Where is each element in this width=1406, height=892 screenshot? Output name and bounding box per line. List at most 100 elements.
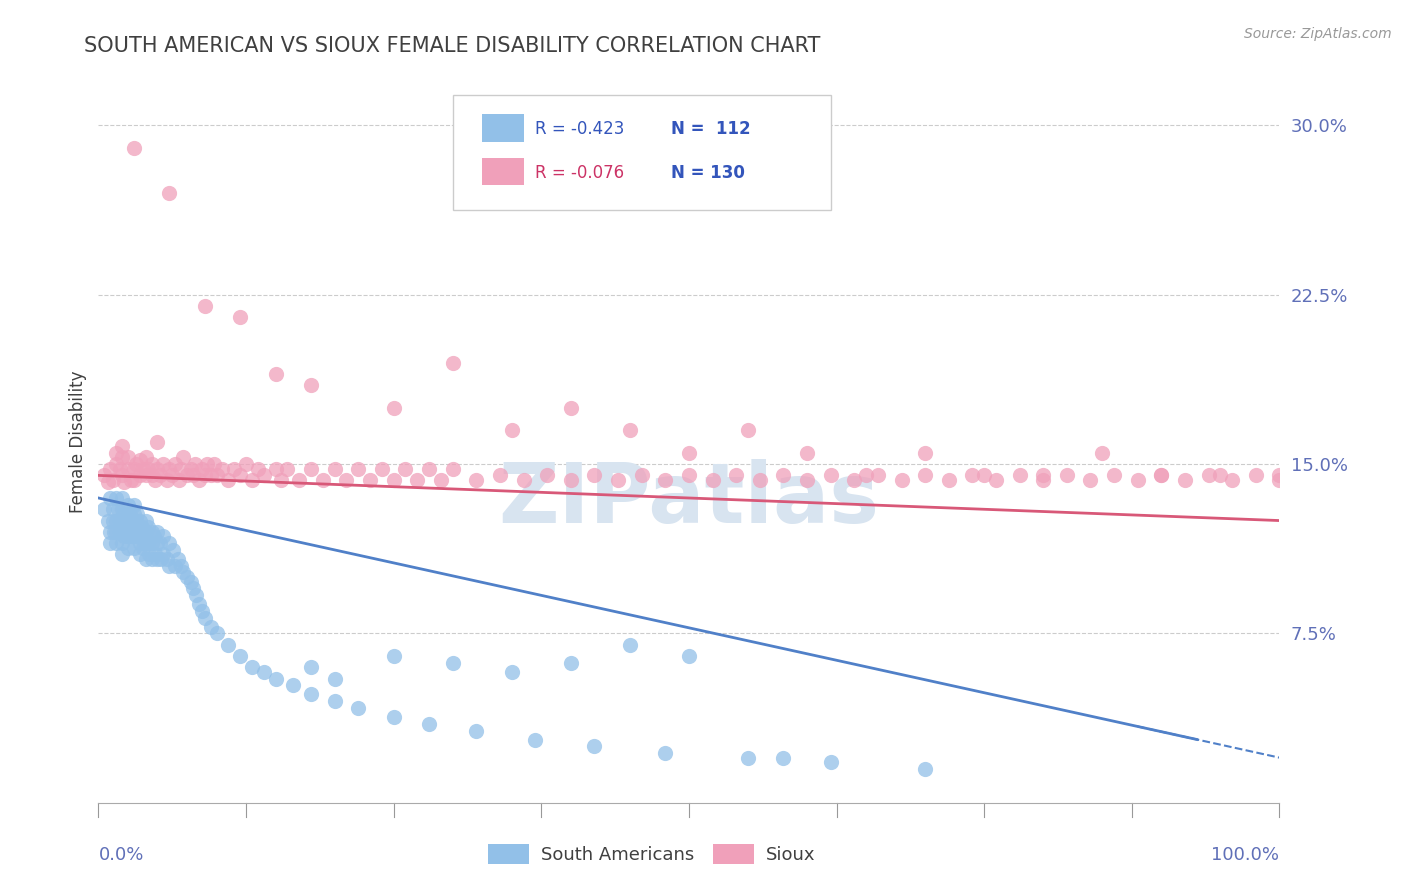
Point	[678, 446, 700, 460]
Point	[200, 620, 222, 634]
Point	[890, 473, 912, 487]
Point	[283, 678, 305, 692]
Point	[264, 367, 287, 381]
Point	[105, 457, 128, 471]
FancyBboxPatch shape	[713, 844, 754, 864]
Point	[866, 468, 889, 483]
Point	[205, 468, 228, 483]
Point	[125, 457, 148, 471]
Point	[347, 701, 370, 715]
Point	[180, 574, 202, 589]
Point	[772, 750, 794, 764]
Point	[149, 468, 172, 483]
Point	[441, 461, 464, 475]
Point	[359, 473, 381, 487]
Point	[135, 468, 157, 483]
Point	[131, 520, 153, 534]
Point	[146, 434, 169, 449]
Point	[132, 461, 155, 475]
Point	[914, 446, 936, 460]
Point	[117, 520, 139, 534]
Point	[191, 604, 214, 618]
Point	[156, 552, 179, 566]
Point	[737, 750, 759, 764]
Point	[142, 529, 165, 543]
Text: Sioux: Sioux	[766, 846, 815, 863]
Point	[382, 473, 405, 487]
Point	[170, 558, 193, 573]
Point	[772, 468, 794, 483]
Point	[105, 514, 128, 528]
Point	[141, 552, 163, 566]
Point	[962, 468, 984, 483]
Point	[98, 536, 121, 550]
Point	[186, 588, 208, 602]
Point	[560, 401, 582, 415]
Point	[114, 514, 136, 528]
Point	[112, 475, 135, 490]
FancyBboxPatch shape	[482, 158, 523, 185]
Point	[103, 524, 125, 539]
Point	[152, 548, 174, 562]
Point	[323, 672, 346, 686]
Point	[288, 473, 311, 487]
Point	[117, 450, 139, 465]
Point	[143, 548, 166, 562]
Point	[619, 638, 641, 652]
Point	[702, 473, 724, 487]
Point	[382, 648, 405, 663]
Point	[101, 514, 124, 528]
Point	[149, 536, 172, 550]
Point	[122, 529, 145, 543]
Point	[914, 468, 936, 483]
Point	[111, 439, 134, 453]
Point	[914, 762, 936, 776]
Point	[127, 507, 149, 521]
Point	[844, 473, 866, 487]
Point	[560, 473, 582, 487]
Point	[132, 541, 155, 555]
Point	[973, 468, 995, 483]
Point	[141, 468, 163, 483]
Point	[194, 610, 217, 624]
Point	[299, 660, 322, 674]
Point	[938, 473, 960, 487]
Point	[150, 552, 173, 566]
Point	[264, 672, 287, 686]
Point	[93, 502, 115, 516]
Point	[501, 423, 523, 437]
Point	[176, 570, 198, 584]
Point	[135, 450, 157, 465]
Point	[194, 299, 217, 313]
Point	[157, 461, 180, 475]
Text: 0.0%: 0.0%	[98, 847, 143, 864]
Point	[128, 524, 150, 539]
Point	[240, 473, 263, 487]
Point	[276, 461, 298, 475]
Point	[430, 473, 453, 487]
Point	[152, 457, 174, 471]
Text: ZIPatlas: ZIPatlas	[499, 458, 879, 540]
Point	[122, 541, 145, 555]
Point	[136, 520, 159, 534]
Point	[501, 665, 523, 679]
Point	[560, 656, 582, 670]
Point	[172, 566, 194, 580]
Point	[323, 694, 346, 708]
Point	[120, 507, 142, 521]
Point	[512, 473, 534, 487]
Point	[112, 507, 135, 521]
Point	[112, 520, 135, 534]
Point	[312, 473, 335, 487]
Point	[111, 502, 134, 516]
Point	[135, 514, 157, 528]
Point	[536, 468, 558, 483]
Point	[1268, 468, 1291, 483]
Point	[1008, 468, 1031, 483]
Point	[181, 582, 204, 596]
Point	[111, 524, 134, 539]
Point	[205, 626, 228, 640]
Point	[181, 468, 204, 483]
Point	[111, 491, 134, 505]
Point	[101, 473, 124, 487]
